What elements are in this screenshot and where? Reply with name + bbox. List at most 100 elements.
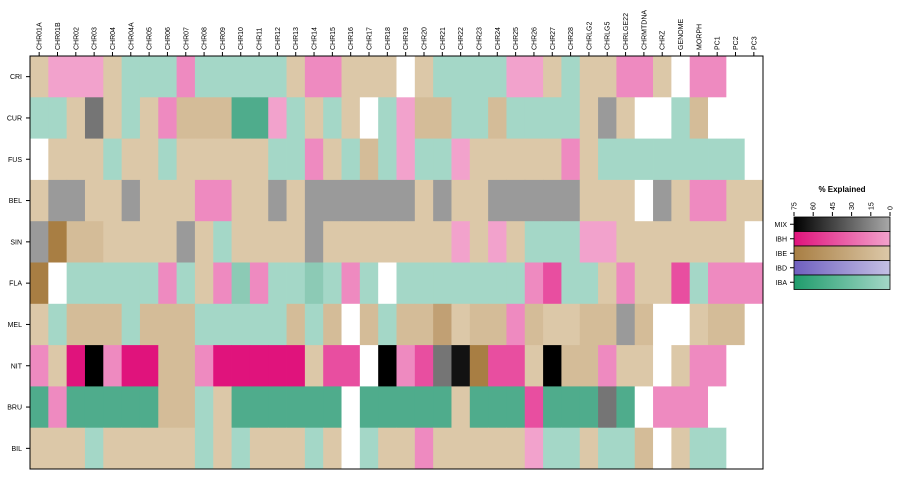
- heatmap-cell-cur-chr02: [66, 97, 86, 139]
- heatmap-cell-fus-chr01b: [48, 138, 68, 181]
- heatmap-cell-cur-chr25: [506, 97, 526, 139]
- heatmap-cell-nit-chr25: [506, 345, 526, 387]
- heatmap-cell-fla-morph: [689, 262, 709, 305]
- heatmap-cell-fus-pc2: [726, 138, 746, 181]
- heatmap-cell-bil-chr21: [433, 427, 452, 470]
- heatmap-cell-nit-chr28: [561, 345, 581, 387]
- heatmap-cell-sin-chr26: [524, 221, 544, 263]
- heatmap-cell-cur-chr27: [543, 97, 562, 139]
- heatmap-cell-cri-chrlg2: [579, 56, 599, 98]
- heatmap-cell-bil-chr05: [139, 427, 159, 470]
- heatmap-cell-mel-pc2: [726, 303, 746, 346]
- heatmap-cell-fla-chr08: [194, 262, 214, 305]
- heatmap-cell-bel-chr20: [414, 179, 434, 222]
- heatmap-cell-fus-chr11: [249, 138, 269, 181]
- heatmap-cell-cur-chr28: [561, 97, 581, 139]
- column-label-chr13: CHR13: [293, 27, 300, 50]
- heatmap-cell-bel-chr04a: [121, 179, 141, 222]
- heatmap-cell-nit-chr17: [359, 345, 379, 387]
- heatmap-cell-cur-chr10: [231, 97, 251, 139]
- heatmap-cell-bel-genome: [671, 179, 691, 222]
- heatmap-cell-cur-chr01b: [48, 97, 68, 139]
- heatmap-cell-mel-chrmtdna: [634, 303, 654, 346]
- heatmap-cell-sin-chr12: [268, 221, 287, 263]
- column-axis: CHR01A CHR01B CHR02 CHR03 CHR04 CHR04A CHR05 CH…: [37, 10, 758, 56]
- heatmap-cell-fus-chr08: [194, 138, 214, 181]
- heatmap-cell-cur-chr06: [158, 97, 177, 139]
- heatmap-cell-cur-chr04: [103, 97, 123, 139]
- heatmap-cell-fla-chr22: [451, 262, 471, 305]
- heatmap-cell-bil-chr14: [304, 427, 324, 470]
- heatmap-cell-fla-chr05: [139, 262, 159, 305]
- heatmap-cell-nit-chr08: [194, 345, 214, 387]
- heatmap-cell-sin-chr07: [176, 221, 196, 263]
- heatmap-cell-fus-pc3: [744, 138, 764, 181]
- legend-tick-label: 60: [811, 202, 818, 210]
- heatmap-cell-bil-chr02: [66, 427, 86, 470]
- column-label-chr22: CHR22: [458, 27, 465, 50]
- heatmap-cell-bru-chr26: [524, 386, 544, 429]
- heatmap-cell-nit-chr04a: [121, 345, 141, 387]
- heatmap-cell-nit-chr01a: [30, 345, 49, 387]
- heatmap-cell-cur-chr20: [414, 97, 434, 139]
- row-label-fla: FLA: [9, 281, 22, 288]
- heatmap-cell-bel-chr09: [213, 179, 232, 222]
- heatmap-cell-fus-chr02: [66, 138, 86, 181]
- heatmap-cell-sin-morph: [689, 221, 709, 263]
- heatmap-cell-bru-chr23: [469, 386, 489, 429]
- heatmap-cell-fus-chr25: [506, 138, 526, 181]
- legend-label-ibh: IBH: [775, 236, 787, 243]
- heatmap-cell-cri-chr10: [231, 56, 251, 98]
- heatmap-cell-bru-pc1: [708, 386, 727, 429]
- heatmap-cell-fla-chr09: [213, 262, 232, 305]
- heatmap-cell-fla-chr04a: [121, 262, 141, 305]
- heatmap-cell-cur-chr24: [488, 97, 507, 139]
- heatmap-cell-mel-genome: [671, 303, 691, 346]
- heatmap-cell-nit-chrlg5: [598, 345, 617, 387]
- heatmap-cell-fla-chr18: [378, 262, 397, 305]
- heatmap-cell-sin-chr27: [543, 221, 562, 263]
- heatmap-cell-bru-chr17: [359, 386, 379, 429]
- row-label-cri: CRI: [10, 74, 22, 81]
- heatmap-cell-cur-chrlg5: [598, 97, 617, 139]
- heatmap-cell-cur-chr03: [84, 97, 104, 139]
- heatmap-cell-cri-chrmtdna: [634, 56, 654, 98]
- heatmap-cell-bil-chr06: [158, 427, 177, 470]
- heatmap-cell-mel-chr22: [451, 303, 471, 346]
- heatmap-cell-cri-morph: [689, 56, 709, 98]
- heatmap-cell-bru-chr04: [103, 386, 123, 429]
- heatmap-cell-mel-chr13: [286, 303, 306, 346]
- heatmap-cell-sin-chr24: [488, 221, 507, 263]
- heatmap-cell-bel-pc2: [726, 179, 746, 222]
- column-label-chr19: CHR19: [403, 27, 410, 50]
- heatmap-cell-fus-chrlge22: [616, 138, 636, 181]
- heatmap-cell-bru-chr13: [286, 386, 306, 429]
- heatmap-cell-bel-chr04: [103, 179, 123, 222]
- legend-bar-iba: [793, 274, 891, 290]
- heatmap-cell-fla-chr03: [84, 262, 104, 305]
- heatmap-cell-fus-chr13: [286, 138, 306, 181]
- heatmap-cell-mel-chr27: [543, 303, 562, 346]
- heatmap-cell-fla-chr14: [304, 262, 324, 305]
- heatmap-cell-fus-chr03: [84, 138, 104, 181]
- heatmap-cell-cri-chr21: [433, 56, 452, 98]
- heatmap-cell-mel-chrz: [653, 303, 672, 346]
- heatmap-cell-nit-chr06: [158, 345, 177, 387]
- column-label-chr26: CHR26: [531, 27, 538, 50]
- heatmap-cell-bru-chr18: [378, 386, 397, 429]
- heatmap-cell-bil-chr26: [524, 427, 544, 470]
- heatmap-cell-cur-chr16: [341, 97, 361, 139]
- heatmap-cell-fus-chr07: [176, 138, 196, 181]
- heatmap-cell-bru-chr19: [396, 386, 416, 429]
- heatmap-cell-cur-chr12: [268, 97, 287, 139]
- heatmap-cell-bru-chr24: [488, 386, 507, 429]
- heatmap-cell-fla-chrlg2: [579, 262, 599, 305]
- legend-title: % Explained: [818, 185, 865, 194]
- heatmap-cell-mel-chr04: [103, 303, 123, 346]
- heatmap-cell-mel-pc1: [708, 303, 727, 346]
- legend-label-mix: MIX: [775, 222, 788, 229]
- column-label-chr08: CHR08: [202, 27, 209, 50]
- heatmap-cell-bil-chr20: [414, 427, 434, 470]
- row-label-sin: SIN: [10, 239, 22, 246]
- heatmap-cell-cur-chr07: [176, 97, 196, 139]
